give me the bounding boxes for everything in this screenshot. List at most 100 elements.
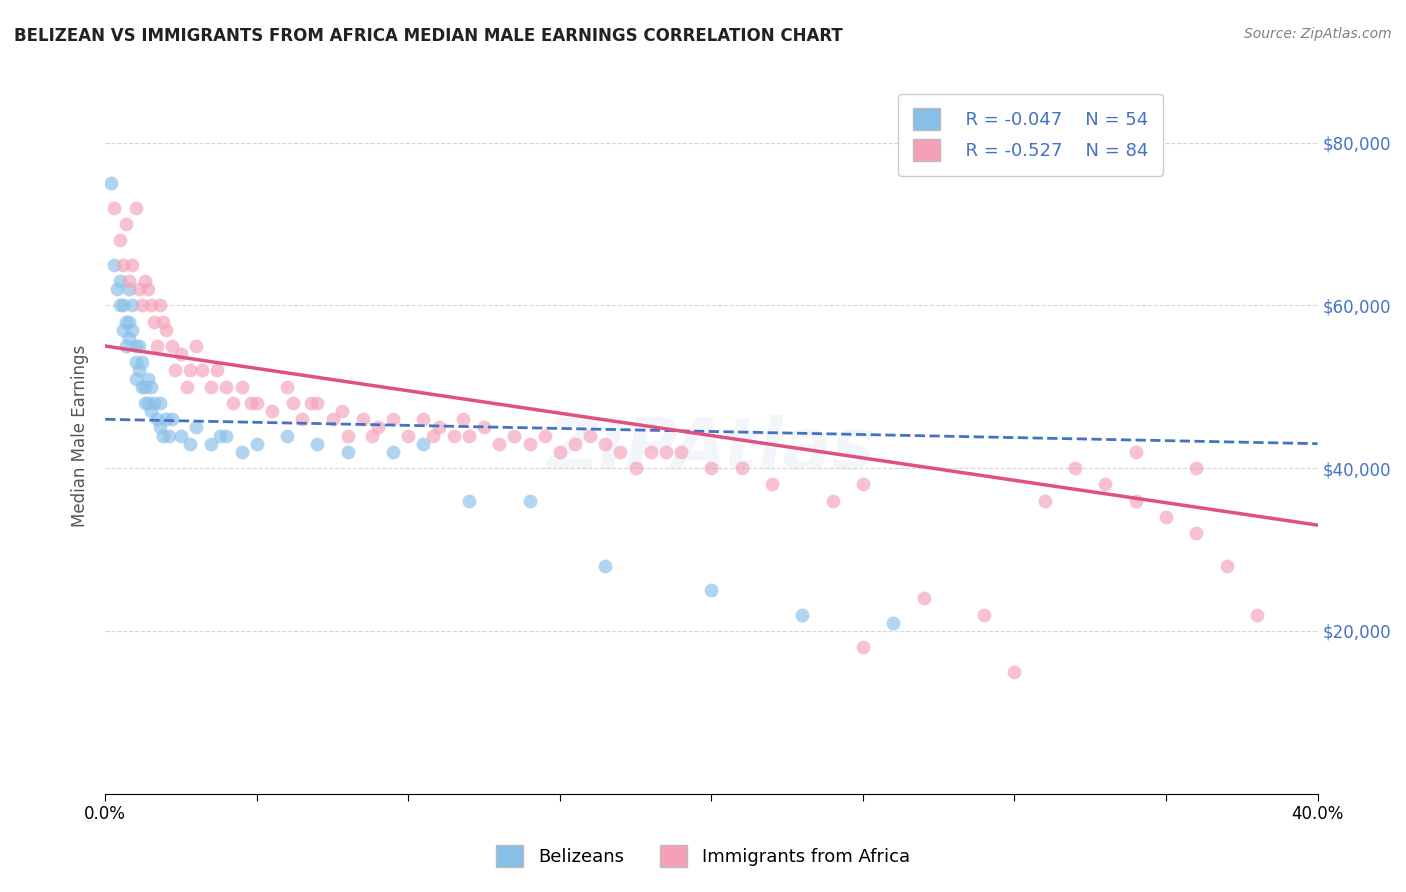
Point bbox=[1064, 461, 1087, 475]
Point bbox=[595, 558, 617, 573]
Point bbox=[1033, 493, 1056, 508]
Point bbox=[105, 282, 128, 296]
Point bbox=[731, 461, 754, 475]
Point bbox=[330, 404, 353, 418]
Point bbox=[792, 607, 814, 622]
Point bbox=[128, 363, 150, 377]
Point bbox=[1154, 510, 1177, 524]
Point bbox=[124, 339, 146, 353]
Point bbox=[160, 339, 183, 353]
Point bbox=[115, 217, 138, 231]
Point bbox=[209, 428, 232, 442]
Point bbox=[110, 274, 132, 288]
Point bbox=[131, 355, 153, 369]
Point bbox=[170, 347, 193, 361]
Point bbox=[276, 380, 298, 394]
Point bbox=[149, 420, 172, 434]
Point bbox=[655, 445, 678, 459]
Point bbox=[121, 323, 143, 337]
Point bbox=[184, 339, 207, 353]
Point bbox=[231, 380, 253, 394]
Point bbox=[458, 493, 481, 508]
Point bbox=[281, 396, 304, 410]
Point bbox=[184, 420, 207, 434]
Point bbox=[136, 371, 159, 385]
Point bbox=[595, 436, 617, 450]
Point bbox=[112, 298, 135, 312]
Point bbox=[131, 298, 153, 312]
Point bbox=[367, 420, 389, 434]
Point bbox=[136, 282, 159, 296]
Point bbox=[519, 493, 541, 508]
Point bbox=[134, 380, 156, 394]
Point bbox=[142, 315, 165, 329]
Point bbox=[191, 363, 214, 377]
Point bbox=[1125, 445, 1147, 459]
Point bbox=[112, 258, 135, 272]
Point bbox=[396, 428, 419, 442]
Point bbox=[422, 428, 444, 442]
Point bbox=[145, 412, 167, 426]
Point bbox=[624, 461, 647, 475]
Point bbox=[221, 396, 243, 410]
Point bbox=[852, 640, 875, 655]
Point bbox=[443, 428, 465, 442]
Point bbox=[669, 445, 692, 459]
Point bbox=[124, 201, 146, 215]
Point bbox=[139, 404, 162, 418]
Point bbox=[239, 396, 262, 410]
Point bbox=[179, 436, 201, 450]
Point bbox=[170, 428, 193, 442]
Point bbox=[157, 428, 180, 442]
Point bbox=[579, 428, 602, 442]
Point bbox=[121, 258, 143, 272]
Point bbox=[852, 477, 875, 491]
Point bbox=[103, 201, 125, 215]
Point bbox=[134, 274, 156, 288]
Point bbox=[912, 591, 935, 606]
Point bbox=[382, 445, 405, 459]
Point bbox=[412, 412, 434, 426]
Point bbox=[276, 428, 298, 442]
Point bbox=[700, 461, 723, 475]
Point bbox=[1094, 477, 1116, 491]
Point bbox=[112, 323, 135, 337]
Point bbox=[152, 315, 174, 329]
Point bbox=[336, 428, 359, 442]
Point bbox=[124, 355, 146, 369]
Point bbox=[152, 428, 174, 442]
Point bbox=[640, 445, 662, 459]
Point bbox=[136, 396, 159, 410]
Point bbox=[200, 380, 222, 394]
Legend:   R = -0.047    N = 54,   R = -0.527    N = 84: R = -0.047 N = 54, R = -0.527 N = 84 bbox=[898, 94, 1163, 176]
Point bbox=[412, 436, 434, 450]
Point bbox=[118, 315, 141, 329]
Point bbox=[139, 298, 162, 312]
Point bbox=[973, 607, 995, 622]
Point bbox=[142, 396, 165, 410]
Point bbox=[100, 176, 122, 190]
Point bbox=[128, 339, 150, 353]
Point bbox=[1185, 461, 1208, 475]
Point bbox=[115, 315, 138, 329]
Point bbox=[700, 583, 723, 598]
Point bbox=[115, 339, 138, 353]
Point bbox=[103, 258, 125, 272]
Point bbox=[1215, 558, 1237, 573]
Point bbox=[145, 339, 167, 353]
Text: ZIPAtlas: ZIPAtlas bbox=[547, 416, 876, 484]
Point bbox=[155, 412, 177, 426]
Point bbox=[564, 436, 586, 450]
Point bbox=[533, 428, 555, 442]
Point bbox=[352, 412, 374, 426]
Point bbox=[215, 380, 238, 394]
Text: Source: ZipAtlas.com: Source: ZipAtlas.com bbox=[1244, 27, 1392, 41]
Point bbox=[160, 412, 183, 426]
Point bbox=[110, 233, 132, 247]
Point bbox=[215, 428, 238, 442]
Point bbox=[139, 380, 162, 394]
Point bbox=[291, 412, 314, 426]
Point bbox=[128, 282, 150, 296]
Point bbox=[451, 412, 474, 426]
Point bbox=[207, 363, 229, 377]
